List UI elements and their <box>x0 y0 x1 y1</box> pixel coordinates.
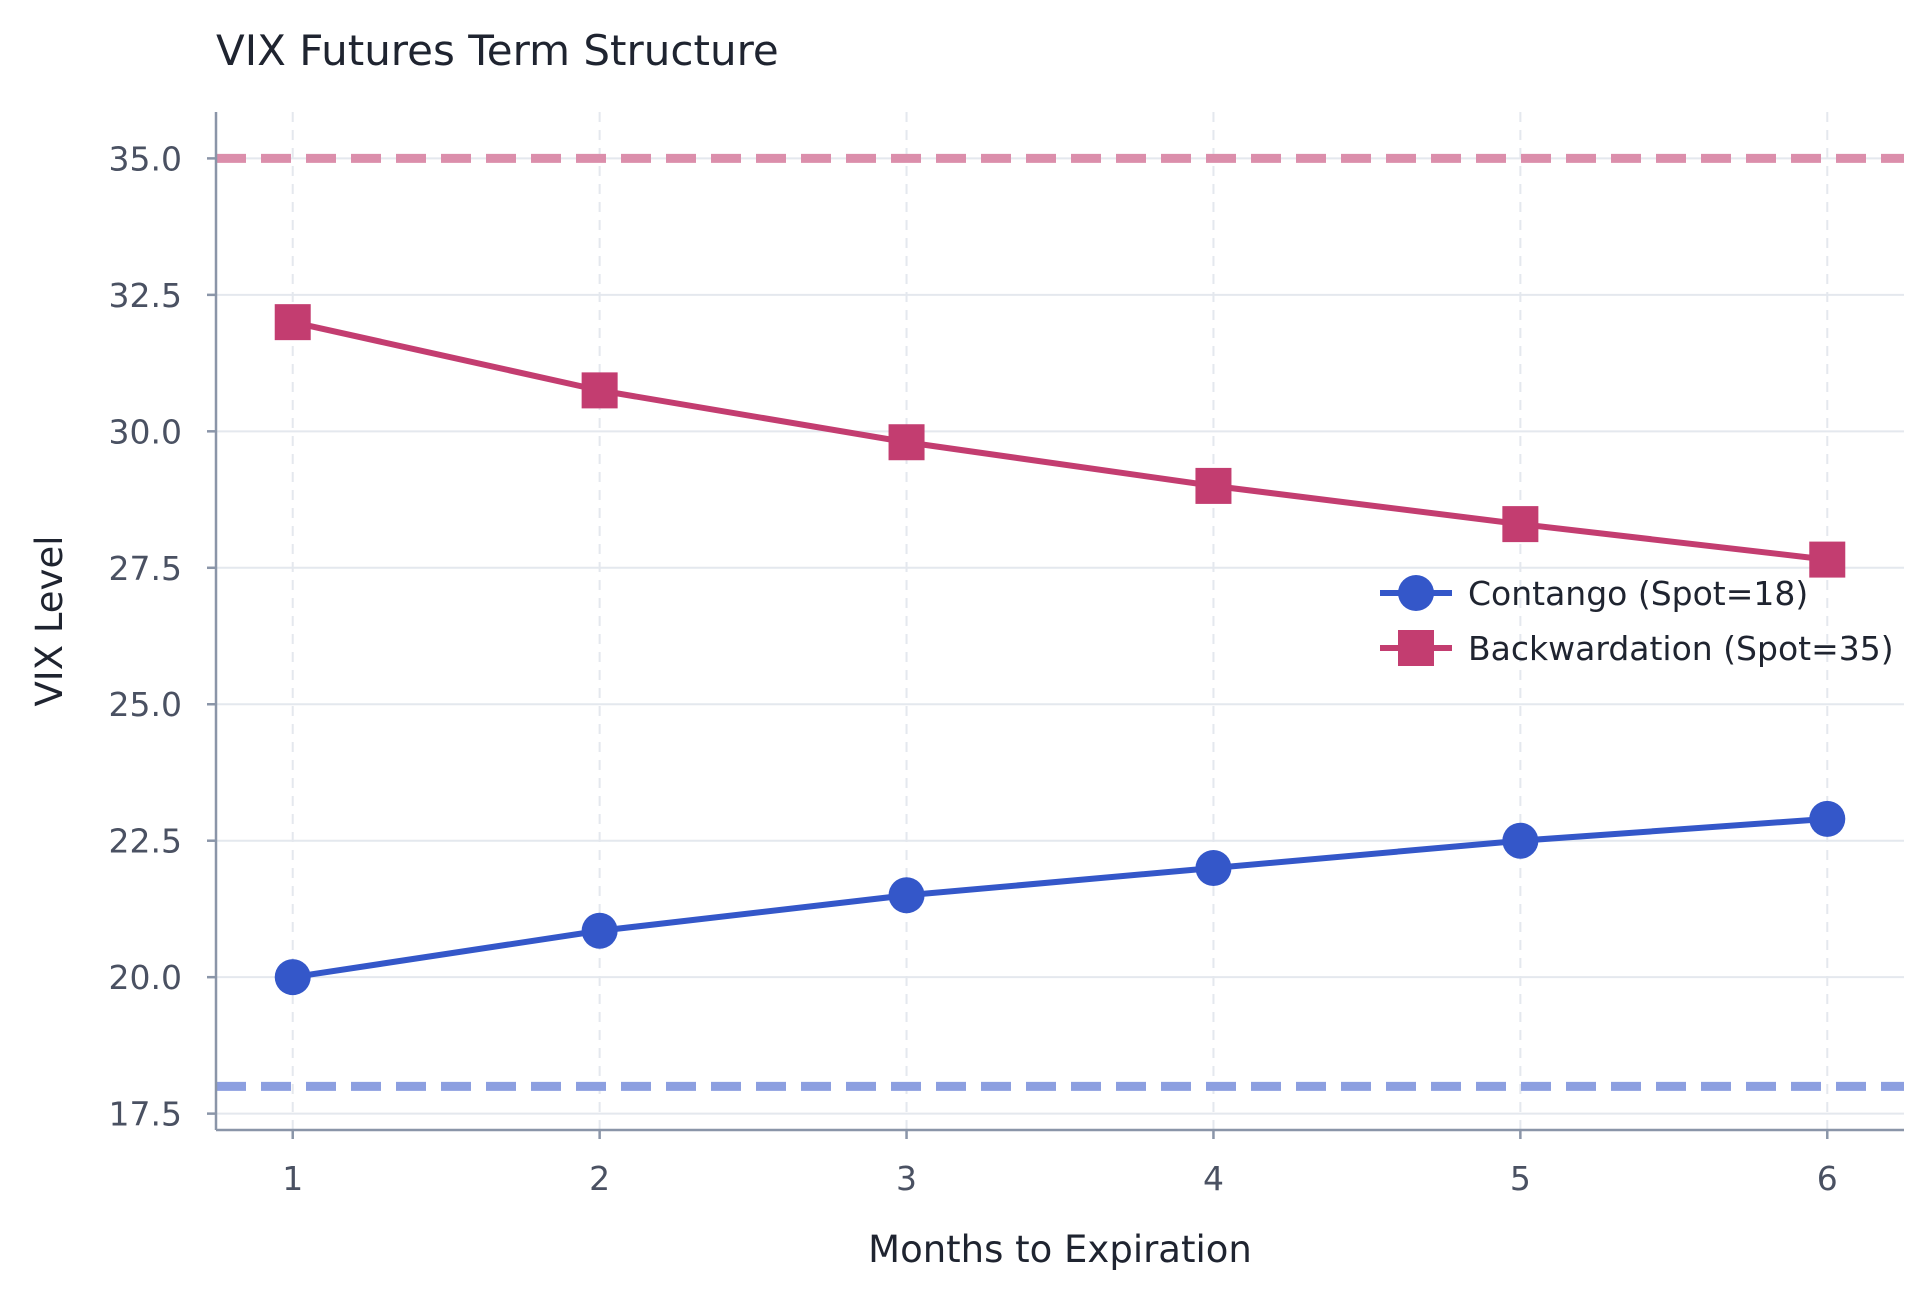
legend-item-backwardation: Backwardation (Spot=35) <box>1380 629 1894 668</box>
y-tick-label: 27.5 <box>109 549 182 588</box>
y-ticks: 17.5 20.0 22.5 25.0 27.5 30.0 32.5 35.0 <box>109 139 216 1134</box>
legend-marker-square <box>1398 630 1434 666</box>
contango-point <box>888 877 925 914</box>
x-axis-label: Months to Expiration <box>868 1228 1252 1271</box>
x-tick-label: 2 <box>589 1159 610 1198</box>
legend-label: Contango (Spot=18) <box>1468 574 1808 613</box>
contango-point <box>581 912 618 949</box>
x-tick-label: 4 <box>1203 1159 1224 1198</box>
backwardation-point <box>1502 506 1539 543</box>
y-axis-label: VIX Level <box>28 536 71 707</box>
backwardation-line <box>292 319 1828 563</box>
backwardation-point <box>1195 467 1232 504</box>
x-tick-label: 5 <box>1510 1159 1531 1198</box>
grid <box>216 112 1904 1130</box>
x-tick-label: 1 <box>282 1159 303 1198</box>
y-tick-label: 25.0 <box>109 685 182 724</box>
series-layer <box>274 304 1846 996</box>
reference-lines <box>216 153 1904 1091</box>
contango-point <box>1502 822 1539 859</box>
y-tick-label: 17.5 <box>109 1095 182 1134</box>
legend-item-contango: Contango (Spot=18) <box>1380 574 1808 613</box>
legend: Contango (Spot=18) Backwardation (Spot=35… <box>1380 574 1894 668</box>
x-ticks: 1 2 3 4 5 6 <box>282 1130 1838 1198</box>
backwardation-point <box>1809 541 1846 578</box>
x-tick-label: 6 <box>1817 1159 1838 1198</box>
y-tick-label: 35.0 <box>109 139 182 178</box>
y-tick-label: 20.0 <box>109 958 182 997</box>
y-tick-label: 32.5 <box>109 276 182 315</box>
y-tick-label: 22.5 <box>109 822 182 861</box>
legend-label: Backwardation (Spot=35) <box>1468 629 1894 668</box>
chart-title: VIX Futures Term Structure <box>216 26 779 75</box>
contango-point <box>274 959 311 996</box>
contango-point <box>1195 849 1232 886</box>
legend-marker-circle <box>1398 575 1434 611</box>
backwardation-point <box>274 304 311 341</box>
axes <box>214 112 1904 1132</box>
contango-point <box>1809 800 1846 837</box>
x-tick-label: 3 <box>896 1159 917 1198</box>
y-tick-label: 30.0 <box>109 412 182 451</box>
contango-line <box>292 815 1828 981</box>
backwardation-point <box>581 372 618 409</box>
backwardation-point <box>888 424 925 461</box>
